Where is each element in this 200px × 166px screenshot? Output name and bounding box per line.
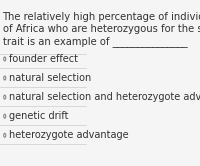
Text: of Africa who are heterozygous for the sickle cell: of Africa who are heterozygous for the s… bbox=[3, 24, 200, 34]
Text: natural selection and heterozygote advantage: natural selection and heterozygote advan… bbox=[9, 92, 200, 102]
Text: natural selection: natural selection bbox=[9, 73, 91, 83]
Text: trait is an example of _______________: trait is an example of _______________ bbox=[3, 37, 187, 47]
Text: genetic drift: genetic drift bbox=[9, 111, 68, 121]
Text: The relatively high percentage of individuals in parts: The relatively high percentage of indivi… bbox=[3, 12, 200, 22]
Text: heterozygote advantage: heterozygote advantage bbox=[9, 130, 128, 140]
Text: founder effect: founder effect bbox=[9, 54, 78, 64]
